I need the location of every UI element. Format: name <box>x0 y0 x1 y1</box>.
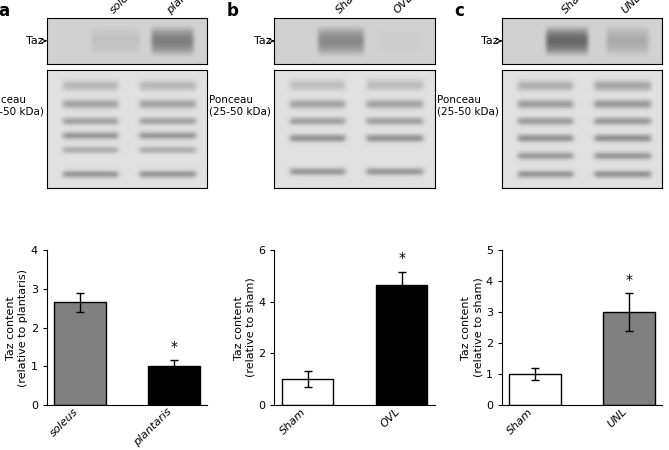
Y-axis label: Taz content
(relative to sham): Taz content (relative to sham) <box>462 278 483 378</box>
Text: UNL: UNL <box>620 0 643 16</box>
Y-axis label: Taz content
(relative to plantaris): Taz content (relative to plantaris) <box>6 269 28 387</box>
Bar <box>603 312 655 405</box>
Text: Taz: Taz <box>254 36 271 46</box>
Bar <box>509 374 561 405</box>
Bar <box>54 302 106 405</box>
Text: Ponceau
(25-50 kDa): Ponceau (25-50 kDa) <box>437 95 499 117</box>
Text: plantaris: plantaris <box>165 0 207 16</box>
Bar <box>376 285 427 405</box>
Bar <box>282 379 333 405</box>
Bar <box>148 366 200 405</box>
Text: Ponceau
(25-50 kDa): Ponceau (25-50 kDa) <box>209 95 271 117</box>
Text: *: * <box>171 340 177 354</box>
Text: Taz: Taz <box>481 36 499 46</box>
Text: *: * <box>626 273 633 287</box>
Text: c: c <box>454 2 464 20</box>
Text: Ponceau
(25-50 kDa): Ponceau (25-50 kDa) <box>0 95 43 117</box>
Text: *: * <box>398 252 405 266</box>
Text: OVL: OVL <box>393 0 415 16</box>
Text: b: b <box>226 2 238 20</box>
Text: a: a <box>0 2 10 20</box>
Text: Sham: Sham <box>334 0 365 16</box>
Text: Taz: Taz <box>26 36 43 46</box>
Text: soleus: soleus <box>108 0 140 16</box>
Text: Sham: Sham <box>561 0 590 16</box>
Y-axis label: Taz content
(relative to sham): Taz content (relative to sham) <box>234 278 256 378</box>
